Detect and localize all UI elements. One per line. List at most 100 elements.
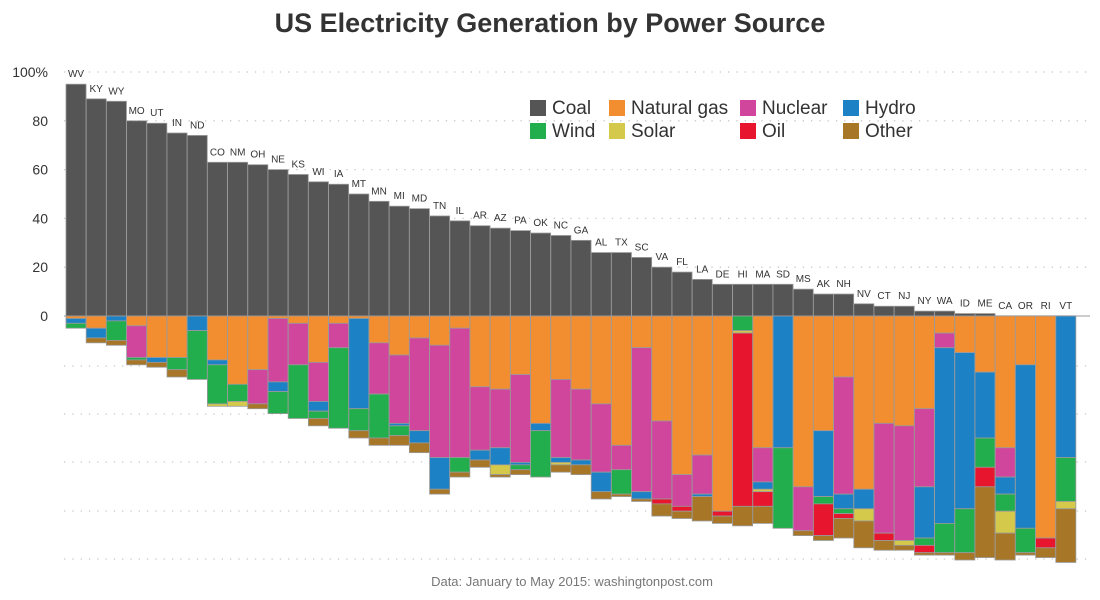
bars [65,83,1077,563]
bar-segment-nuclear [509,374,531,463]
bar-segment-coal [106,100,127,317]
bar-segment-coal [287,174,309,317]
bar-segment-hydro [934,347,956,524]
legend-swatch [530,100,546,116]
bar-segment-coal [449,220,471,317]
bar-segment-coal [914,310,935,317]
state-bar-ok [530,232,552,478]
bar-segment-coal [712,283,733,317]
bar-segment-gas [994,315,1016,449]
state-bar-co [206,161,228,407]
bar-segment-gas [873,315,895,424]
bar-segment-other [449,471,471,478]
bar-segment-gas [752,315,774,449]
bar-segment-coal [146,122,168,317]
chart-title: US Electricity Generation by Power Sourc… [274,8,826,38]
bar-segment-wind [914,537,935,546]
bar-segment-nuclear [752,447,774,483]
bar-segment-gas [530,315,552,424]
state-label: HI [738,269,748,280]
state-bar-md [408,208,430,454]
state-bar-wv [65,83,87,329]
state-bar-nc [550,235,572,473]
bar-segment-other [914,552,935,556]
bar-segment-hydro [833,493,855,510]
state-label: IN [172,118,182,129]
bar-segment-other [489,474,511,478]
bar-segment-gas [429,315,451,346]
state-label: MT [352,179,366,190]
bar-segment-other [671,510,693,519]
bar-segment-oil [833,513,855,519]
state-label: NH [836,279,850,290]
state-label: OR [1018,301,1033,312]
bar-segment-coal [227,161,249,317]
bar-segment-coal [186,135,208,317]
bar-segment-hydro [489,447,511,466]
bar-segment-other [994,532,1016,561]
bar-segment-hydro [206,359,228,366]
state-label: LA [696,264,709,275]
bar-segment-hydro [348,318,370,410]
legend-item-gas: Natural gas [609,98,728,120]
bar-segment-nuclear [489,388,511,449]
bar-segment-hydro [106,315,127,322]
state-label: GA [574,225,589,236]
state-label: PA [514,216,527,227]
state-label: SC [635,242,649,253]
state-bar-ct [873,305,895,551]
state-bar-nh [833,293,855,539]
bar-segment-coal [671,271,693,317]
legend-item-nuclear: Nuclear [740,98,827,120]
bar-segment-gas [691,315,713,456]
bar-segment-coal [772,283,794,317]
bar-segment-wind [530,430,552,478]
legend-item-coal: Coal [530,98,591,120]
bar-segment-other [126,359,148,366]
bar-segment-wind [974,437,996,468]
legend-label: Wind [552,121,596,142]
bar-segment-other [368,437,390,446]
state-label: ID [960,299,970,310]
bar-segment-other [954,552,976,561]
bar-segment-other [611,493,632,497]
state-bar-il [449,220,471,478]
legend-label: Nuclear [762,98,828,119]
legend-swatch [530,123,546,139]
bar-segment-gas [509,315,531,375]
bar-segment-nuclear [873,422,895,534]
bar-segment-gas [651,315,673,422]
state-bar-ak [813,293,834,541]
state-bar-wy [106,100,127,346]
bar-segment-hydro [469,449,491,461]
state-bar-vt [1055,315,1077,563]
bar-segment-hydro [1015,364,1036,529]
bar-segment-gas [146,315,168,358]
bar-segment-coal [792,288,814,317]
bar-segment-oil [974,466,996,488]
bar-segment-coal [691,278,713,317]
state-label: CT [877,291,890,302]
bar-segment-gas [550,315,572,380]
state-bar-ri [1035,315,1057,558]
bar-segment-other [247,403,269,410]
bar-segment-gas [247,315,269,371]
bar-segment-coal [469,225,491,317]
bar-segment-hydro [914,486,935,539]
bar-segment-coal [893,305,915,317]
bar-segment-gas [792,315,814,488]
state-label: AK [817,279,831,290]
state-label: KY [90,84,104,95]
bar-segment-solar [1055,501,1077,510]
bar-segment-hydro [590,471,612,493]
state-label: MS [796,274,811,285]
bar-segment-oil [813,503,834,537]
bar-segment-coal [590,252,612,317]
bar-segment-oil [873,532,895,541]
bar-segment-other [106,339,127,346]
bar-segment-oil [1035,537,1057,549]
bar-segment-hydro [570,459,592,466]
bar-segment-hydro [813,430,834,497]
state-bar-nd [186,135,208,380]
bar-segment-coal [348,193,370,317]
